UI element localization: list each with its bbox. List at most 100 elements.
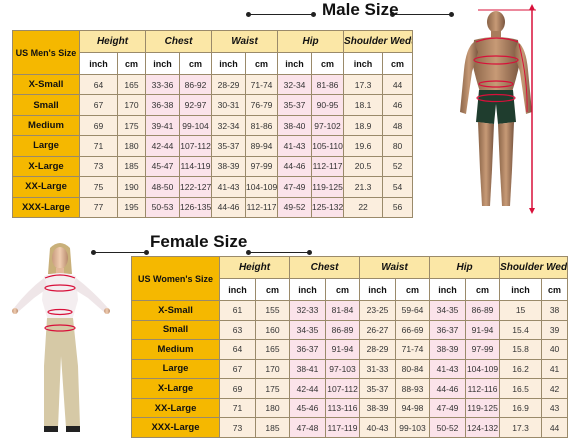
table-cell: 112-117: [245, 196, 279, 219]
table-cell: 48-50: [145, 176, 181, 198]
table-cell: 195: [116, 196, 147, 219]
table-row: XXX-Large 77 195 50-53 126-135 44-46 112-117 49…: [12, 196, 414, 219]
table-cell: 175: [254, 378, 291, 399]
table-cell: 91-94: [465, 319, 501, 341]
table-cell: 76-79: [245, 94, 279, 116]
size-label: Large: [131, 358, 220, 380]
female-group-header: Shoulder Wedth: [499, 256, 569, 279]
table-cell: 43: [541, 397, 569, 419]
table-cell: 59-64: [395, 300, 431, 321]
male-unit-header: cm: [245, 52, 279, 75]
table-cell: 61: [219, 300, 256, 321]
table-cell: 124-132: [465, 417, 501, 438]
male-unit-header: cm: [311, 52, 345, 75]
table-cell: 38-39: [429, 339, 467, 360]
table-cell: 180: [116, 135, 147, 157]
table-cell: 126-135: [179, 196, 213, 219]
table-cell: 44: [541, 417, 569, 438]
table-row: Large 71 180 42-44 107-112 35-37 89-94 41-43 105…: [12, 135, 414, 157]
table-cell: 46: [382, 94, 414, 116]
male-model-figure: [460, 4, 536, 214]
table-cell: 38: [541, 300, 569, 321]
table-cell: 175: [116, 114, 147, 137]
table-cell: 63: [219, 319, 256, 341]
size-label: XX-Large: [12, 176, 80, 198]
table-cell: 105-110: [311, 135, 345, 157]
female-size-title: Female Size: [150, 232, 248, 251]
table-cell: 81-86: [245, 114, 279, 137]
table-cell: 41: [541, 358, 569, 380]
table-cell: 20.5: [343, 155, 384, 178]
table-cell: 69: [79, 114, 118, 137]
table-cell: 38-39: [359, 397, 397, 419]
male-group-header: Waist: [211, 30, 279, 53]
table-cell: 86-89: [465, 300, 501, 321]
table-cell: 18.1: [343, 94, 384, 116]
table-cell: 190: [116, 176, 147, 198]
size-label: Small: [12, 94, 80, 116]
size-label: Medium: [131, 339, 220, 360]
table-cell: 15.4: [499, 319, 543, 341]
table-cell: 36-37: [289, 339, 327, 360]
table-cell: 185: [254, 417, 291, 438]
table-row: X-Small 64 165 33-36 86-92 28-29 71-74 32-34 81-…: [12, 73, 414, 96]
table-cell: 81-86: [311, 73, 345, 96]
size-label: XXX-Large: [12, 196, 80, 219]
table-cell: 90-95: [311, 94, 345, 116]
table-cell: 32-34: [211, 114, 247, 137]
table-cell: 170: [254, 358, 291, 380]
table-cell: 91-94: [325, 339, 361, 360]
table-cell: 89-94: [245, 135, 279, 157]
table-cell: 19.6: [343, 135, 384, 157]
female-model-figure: [12, 243, 110, 432]
table-cell: 38-41: [289, 358, 327, 380]
table-cell: 113-116: [325, 397, 361, 419]
female-unit-header: cm: [541, 278, 569, 301]
table-cell: 69: [219, 378, 256, 399]
table-cell: 41-43: [429, 358, 467, 380]
table-cell: 34-35: [289, 319, 327, 341]
female-unit-header: inch: [359, 278, 397, 301]
table-cell: 99-103: [395, 417, 431, 438]
table-cell: 94-98: [395, 397, 431, 419]
table-cell: 42-44: [289, 378, 327, 399]
male-title-line: [246, 12, 316, 17]
table-cell: 44-46: [277, 155, 313, 178]
male-group-header: Chest: [145, 30, 213, 53]
table-cell: 34-35: [429, 300, 467, 321]
female-unit-header: cm: [254, 278, 291, 301]
table-row: XX-Large 75 190 48-50 122-127 41-43 104-109 47-…: [12, 176, 414, 198]
table-row: Small 67 170 36-38 92-97 30-31 76-79 35-37 90-95…: [12, 94, 414, 116]
table-cell: 170: [116, 94, 147, 116]
table-cell: 48: [382, 114, 414, 137]
table-cell: 180: [254, 397, 291, 419]
female-size-header: US Women's Size: [131, 256, 220, 301]
table-cell: 88-93: [395, 378, 431, 399]
table-cell: 36-38: [145, 94, 181, 116]
table-cell: 80: [382, 135, 414, 157]
table-cell: 92-97: [179, 94, 213, 116]
female-unit-header: inch: [219, 278, 256, 301]
table-cell: 80-84: [395, 358, 431, 380]
size-label: X-Large: [12, 155, 80, 178]
table-cell: 67: [79, 94, 118, 116]
table-cell: 52: [382, 155, 414, 178]
table-cell: 32-34: [277, 73, 313, 96]
table-cell: 71-74: [395, 339, 431, 360]
table-cell: 66-69: [395, 319, 431, 341]
table-cell: 40: [541, 339, 569, 360]
table-cell: 31-33: [359, 358, 397, 380]
table-cell: 35-37: [211, 135, 247, 157]
female-group-header: Height: [218, 256, 291, 279]
table-cell: 71-74: [245, 73, 279, 96]
table-cell: 42-44: [145, 135, 181, 157]
table-row: Medium 64 165 36-37 91-94 28-29 71-74 38-39 97-9…: [131, 339, 569, 360]
table-cell: 38-39: [211, 155, 247, 178]
table-cell: 41-43: [277, 135, 313, 157]
table-cell: 33-36: [145, 73, 181, 96]
table-cell: 39: [541, 319, 569, 341]
table-cell: 71: [219, 397, 256, 419]
table-cell: 36-37: [429, 319, 467, 341]
table-cell: 112-116: [465, 378, 501, 399]
table-cell: 41-43: [211, 176, 247, 198]
